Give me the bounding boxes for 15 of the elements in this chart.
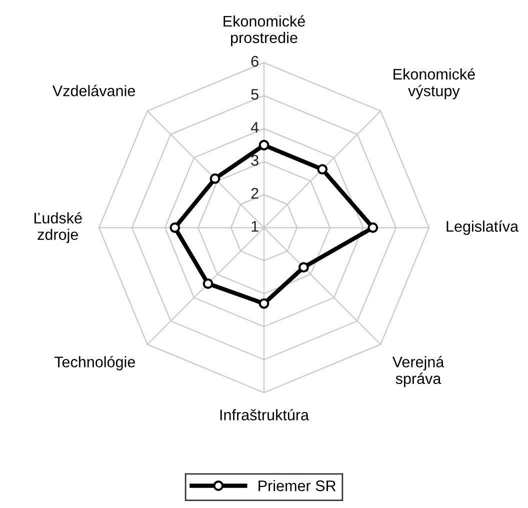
y-tick-label: 6 [251,56,258,67]
spoke-label: Infraštruktúra [220,408,310,420]
y-tick-label: 4 [250,122,259,133]
spoke-label: Ekonomické prostredie [224,15,305,46]
spoke-label: Ľudské zdroje [34,212,82,243]
spoke-label: Technológie [54,356,135,370]
spoke-label: Verejná správa [392,356,444,388]
y-tick-label: 3 [251,154,258,166]
y-tick-label: 5 [251,89,258,100]
spoke-label: Vzdelávanie [52,84,135,96]
spoke-label: Legislatíva [446,220,519,235]
spoke-label: Ekonomické výstupy [394,68,475,100]
legend-label: Priemer SR [258,480,336,492]
y-tick-label: 2 [251,188,258,199]
y-tick-label: 1 [252,221,258,232]
